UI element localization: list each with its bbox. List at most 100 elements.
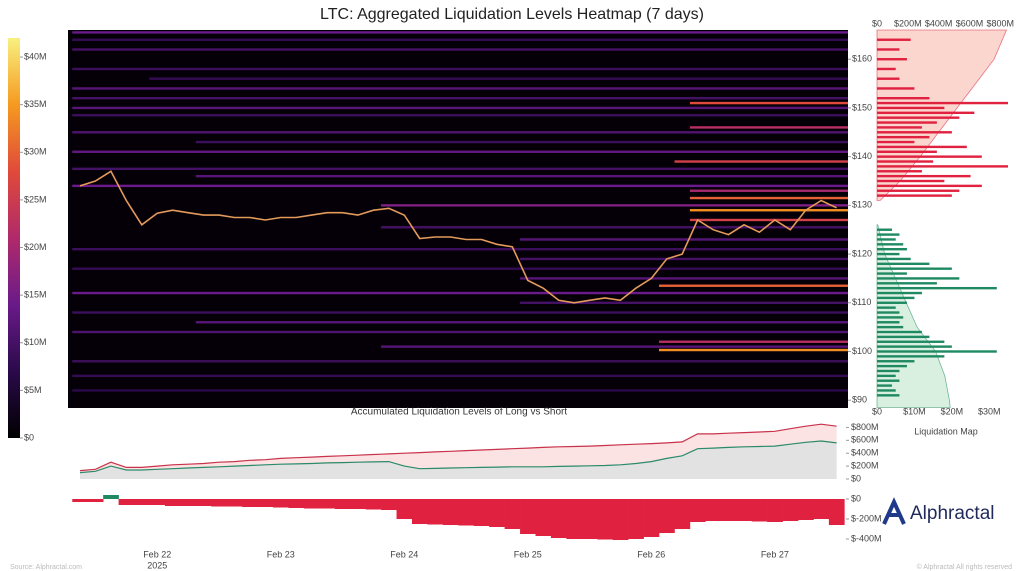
liquidation-bar — [877, 296, 915, 300]
heat-band — [72, 96, 848, 100]
difference-bar — [643, 499, 660, 537]
difference-bar — [134, 499, 150, 505]
x-tick-label: $0 — [872, 406, 882, 416]
difference-bar — [813, 499, 830, 519]
liquidation-bar — [877, 155, 982, 158]
y-tick-label: $200M — [851, 460, 879, 470]
difference-bar — [535, 499, 552, 536]
x-tick-label: Feb 24 — [390, 549, 418, 559]
liquidation-bar — [877, 238, 896, 241]
difference-bar — [427, 499, 444, 525]
liquidation-bar — [877, 106, 945, 110]
liquidation-bar — [877, 277, 960, 280]
liquidation-bar — [877, 111, 975, 115]
liquidation-bar — [877, 316, 904, 319]
x2-tick-label: $200M — [894, 18, 922, 28]
liquidation-bar — [877, 48, 900, 51]
liquidation-bar — [877, 325, 904, 329]
difference-bar — [195, 499, 212, 506]
difference-bar — [211, 499, 227, 507]
heat-band — [381, 345, 848, 348]
y-tick-label: $600M — [851, 435, 879, 445]
heat-band — [689, 189, 848, 192]
liquidation-bar — [877, 335, 930, 339]
heat-band — [72, 87, 848, 90]
liquidation-bar — [877, 165, 1008, 168]
heat-band — [520, 257, 848, 261]
liquidation-bar — [877, 116, 960, 119]
heat-band — [72, 374, 848, 378]
y-tick-label: $110 — [852, 297, 871, 307]
heat-band — [689, 196, 848, 200]
difference-bar — [319, 499, 336, 509]
y-tick-label: $0 — [851, 493, 861, 503]
difference-bar — [350, 499, 366, 509]
heat-band — [72, 38, 848, 41]
liquidation-bar — [877, 360, 915, 363]
liquidation-bar — [877, 364, 907, 368]
panel-title: Accumulated Liquidation Levels of Long v… — [351, 407, 567, 418]
liquidation-bar — [877, 184, 982, 188]
x-tick-label: $30M — [978, 406, 1001, 416]
x-tick-label: Feb 27 — [761, 549, 789, 559]
y-tick-label: $800M — [851, 422, 879, 432]
y-tick-label: $140 — [852, 151, 872, 161]
x-tick-label: $10M — [903, 406, 926, 416]
colorbar — [8, 38, 20, 438]
x2-tick-label: $400M — [925, 18, 953, 28]
difference-bar — [674, 499, 691, 529]
accumulated-line — [79, 440, 837, 474]
colorbar-tick-label: $20M — [24, 242, 47, 252]
colorbar-tick-label: $35M — [24, 99, 47, 109]
difference-bar — [628, 499, 644, 539]
difference-bar — [288, 499, 305, 508]
liquidation-bar — [877, 286, 997, 290]
heat-band — [689, 101, 848, 105]
liquidation-bar — [877, 58, 907, 61]
y-tick-label: $120 — [852, 248, 872, 258]
liquidation-bar — [877, 272, 907, 275]
difference-bar — [458, 499, 475, 526]
heat-band — [520, 301, 848, 304]
liquidation-bar — [877, 135, 930, 139]
y-tick-label: $-200M — [851, 513, 882, 523]
liquidation-bar — [877, 267, 952, 270]
liquidation-bar — [877, 170, 922, 173]
heat-band — [72, 291, 848, 295]
x2-tick-label: $0 — [872, 18, 882, 28]
liquidation-bar — [877, 145, 967, 149]
heat-band — [659, 340, 848, 343]
colorbar-tick-label: $30M — [24, 147, 47, 157]
liquidation-bar — [877, 262, 930, 266]
difference-bar — [411, 499, 428, 524]
difference-bar — [273, 499, 289, 508]
heat-band — [195, 174, 848, 178]
liquidation-bar — [877, 345, 952, 348]
difference-bar — [164, 499, 181, 506]
difference-bar — [303, 499, 320, 509]
price-line — [79, 170, 837, 304]
difference-bar — [782, 499, 799, 521]
heat-band — [520, 238, 848, 241]
heat-band — [195, 321, 848, 324]
heat-band — [381, 204, 848, 207]
difference-bar — [566, 499, 583, 539]
difference-bar — [103, 495, 119, 499]
heat-band — [72, 114, 848, 117]
colorbar-tick-label: $15M — [24, 290, 47, 300]
difference-bar — [520, 499, 536, 534]
liquidation-bar — [877, 291, 922, 295]
liquidation-bar — [877, 77, 900, 80]
difference-bar — [581, 499, 598, 539]
heat-band — [72, 267, 848, 270]
liquidation-bar — [877, 228, 892, 231]
footer-rights: © Alphractal All rights reserved — [917, 563, 1013, 571]
x2-tick-label: $600M — [956, 18, 984, 28]
difference-bar — [504, 499, 521, 529]
heat-band — [72, 184, 848, 188]
liquidation-bar — [877, 189, 960, 192]
difference-bar — [550, 499, 567, 538]
heat-band — [659, 284, 848, 287]
